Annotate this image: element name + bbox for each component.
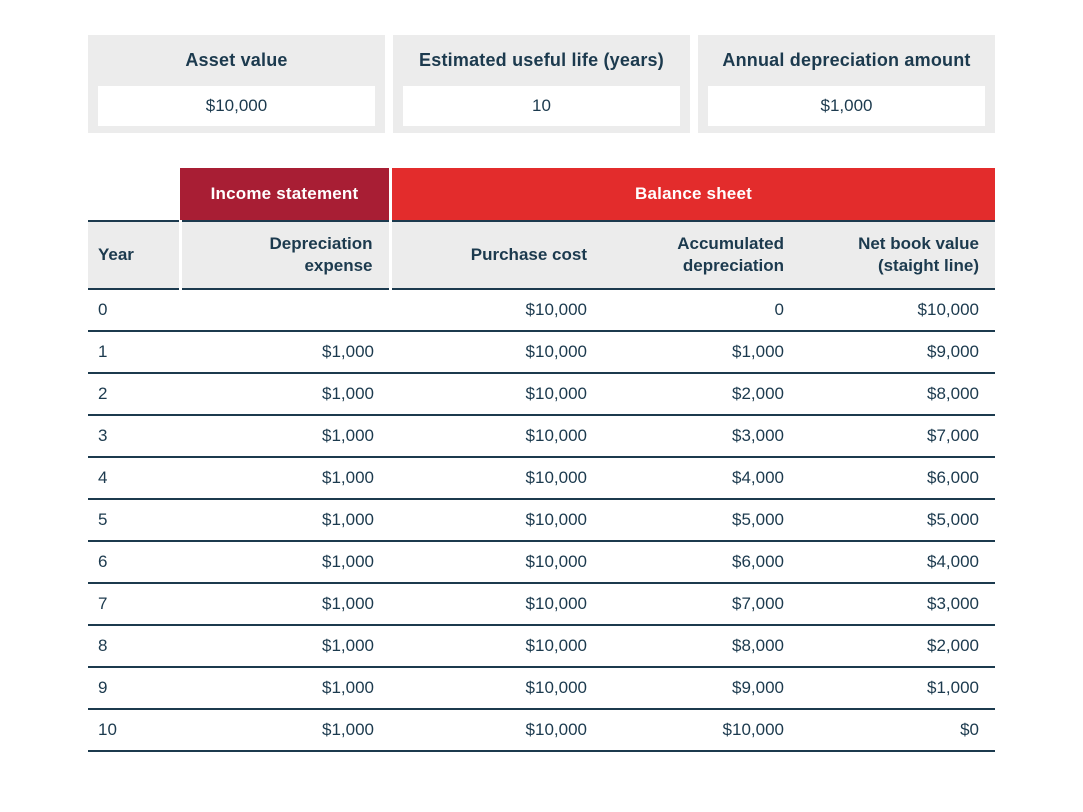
table-row: 10 $1,000 $10,000 $10,000 $0	[88, 709, 995, 752]
cell-accumulated-depreciation: 0	[603, 289, 800, 332]
cell-accumulated-depreciation: $5,000	[603, 499, 800, 542]
table-row: 8 $1,000 $10,000 $8,000 $2,000	[88, 625, 995, 668]
cell-accumulated-depreciation: $4,000	[603, 457, 800, 500]
cell-purchase-cost: $10,000	[390, 289, 603, 332]
column-header-row: Year Depreciation expense Purchase cost …	[88, 221, 995, 290]
cell-purchase-cost: $10,000	[390, 625, 603, 668]
cell-accumulated-depreciation: $2,000	[603, 373, 800, 416]
table-row: 3 $1,000 $10,000 $3,000 $7,000	[88, 415, 995, 458]
cell-year: 2	[88, 373, 180, 416]
cell-depreciation-expense: $1,000	[180, 457, 390, 500]
content: Asset value $10,000 Estimated useful lif…	[88, 35, 995, 752]
cell-accumulated-depreciation: $3,000	[603, 415, 800, 458]
cell-net-book-value: $5,000	[800, 499, 995, 542]
cell-purchase-cost: $10,000	[390, 709, 603, 752]
input-summary-row: Asset value $10,000 Estimated useful lif…	[88, 35, 995, 133]
table-row: 6 $1,000 $10,000 $6,000 $4,000	[88, 541, 995, 584]
cell-depreciation-expense: $1,000	[180, 709, 390, 752]
table-row: 7 $1,000 $10,000 $7,000 $3,000	[88, 583, 995, 626]
column-header-purchase-cost: Purchase cost	[388, 221, 603, 290]
table-row: 4 $1,000 $10,000 $4,000 $6,000	[88, 457, 995, 500]
table-body: 0 $10,000 0 $10,000 1 $1,000 $10,000 $1,…	[88, 289, 995, 752]
cell-net-book-value: $3,000	[800, 583, 995, 626]
table-row: 9 $1,000 $10,000 $9,000 $1,000	[88, 667, 995, 710]
table-row: 1 $1,000 $10,000 $1,000 $9,000	[88, 331, 995, 374]
column-header-year: Year	[88, 221, 180, 290]
cell-year: 9	[88, 667, 180, 710]
cell-year: 1	[88, 331, 180, 374]
group-header-row: Income statement Balance sheet	[180, 168, 995, 220]
cell-year: 10	[88, 709, 180, 752]
cell-net-book-value: $6,000	[800, 457, 995, 500]
table-header: Year Depreciation expense Purchase cost …	[88, 221, 995, 290]
cell-net-book-value: $4,000	[800, 541, 995, 584]
cell-net-book-value: $9,000	[800, 331, 995, 374]
cell-year: 3	[88, 415, 180, 458]
cell-depreciation-expense: $1,000	[180, 541, 390, 584]
cell-net-book-value: $1,000	[800, 667, 995, 710]
cell-year: 5	[88, 499, 180, 542]
column-header-depreciation-expense: Depreciation expense	[178, 221, 390, 290]
table-row: 2 $1,000 $10,000 $2,000 $8,000	[88, 373, 995, 416]
cell-depreciation-expense: $1,000	[180, 625, 390, 668]
cell-accumulated-depreciation: $6,000	[603, 541, 800, 584]
table-row: 0 $10,000 0 $10,000	[88, 289, 995, 332]
asset-value-label: Asset value	[185, 50, 288, 70]
cell-purchase-cost: $10,000	[390, 373, 603, 416]
column-header-accumulated-depreciation: Accumulated depreciation	[603, 221, 800, 290]
cell-depreciation-expense: $1,000	[180, 373, 390, 416]
depreciation-table: Year Depreciation expense Purchase cost …	[88, 220, 995, 752]
cell-net-book-value: $2,000	[800, 625, 995, 668]
cell-purchase-cost: $10,000	[390, 667, 603, 710]
cell-purchase-cost: $10,000	[390, 457, 603, 500]
cell-year: 8	[88, 625, 180, 668]
cell-purchase-cost: $10,000	[390, 499, 603, 542]
cell-net-book-value: $7,000	[800, 415, 995, 458]
cell-purchase-cost: $10,000	[390, 583, 603, 626]
cell-year: 4	[88, 457, 180, 500]
cell-depreciation-expense: $1,000	[180, 415, 390, 458]
useful-life-label: Estimated useful life (years)	[419, 50, 664, 70]
input-card-asset-value: Asset value $10,000	[88, 35, 385, 133]
cell-year: 6	[88, 541, 180, 584]
cell-depreciation-expense	[180, 289, 390, 332]
cell-depreciation-expense: $1,000	[180, 667, 390, 710]
cell-accumulated-depreciation: $1,000	[603, 331, 800, 374]
cell-depreciation-expense: $1,000	[180, 583, 390, 626]
cell-accumulated-depreciation: $10,000	[603, 709, 800, 752]
cell-net-book-value: $8,000	[800, 373, 995, 416]
table-row: 5 $1,000 $10,000 $5,000 $5,000	[88, 499, 995, 542]
cell-depreciation-expense: $1,000	[180, 499, 390, 542]
annual-depreciation-field[interactable]: $1,000	[708, 86, 985, 126]
cell-purchase-cost: $10,000	[390, 541, 603, 584]
income-statement-header: Income statement	[180, 168, 389, 220]
asset-value-field[interactable]: $10,000	[98, 86, 375, 126]
cell-accumulated-depreciation: $8,000	[603, 625, 800, 668]
cell-net-book-value: $0	[800, 709, 995, 752]
cell-purchase-cost: $10,000	[390, 331, 603, 374]
input-card-useful-life: Estimated useful life (years) 10	[393, 35, 690, 133]
useful-life-field[interactable]: 10	[403, 86, 680, 126]
cell-purchase-cost: $10,000	[390, 415, 603, 458]
cell-accumulated-depreciation: $9,000	[603, 667, 800, 710]
column-header-net-book-value: Net book value (staight line)	[800, 221, 995, 290]
cell-net-book-value: $10,000	[800, 289, 995, 332]
cell-year: 7	[88, 583, 180, 626]
annual-depreciation-label: Annual depreciation amount	[722, 50, 971, 70]
cell-accumulated-depreciation: $7,000	[603, 583, 800, 626]
cell-year: 0	[88, 289, 180, 332]
balance-sheet-header: Balance sheet	[392, 168, 995, 220]
input-card-annual-depreciation: Annual depreciation amount $1,000	[698, 35, 995, 133]
cell-depreciation-expense: $1,000	[180, 331, 390, 374]
